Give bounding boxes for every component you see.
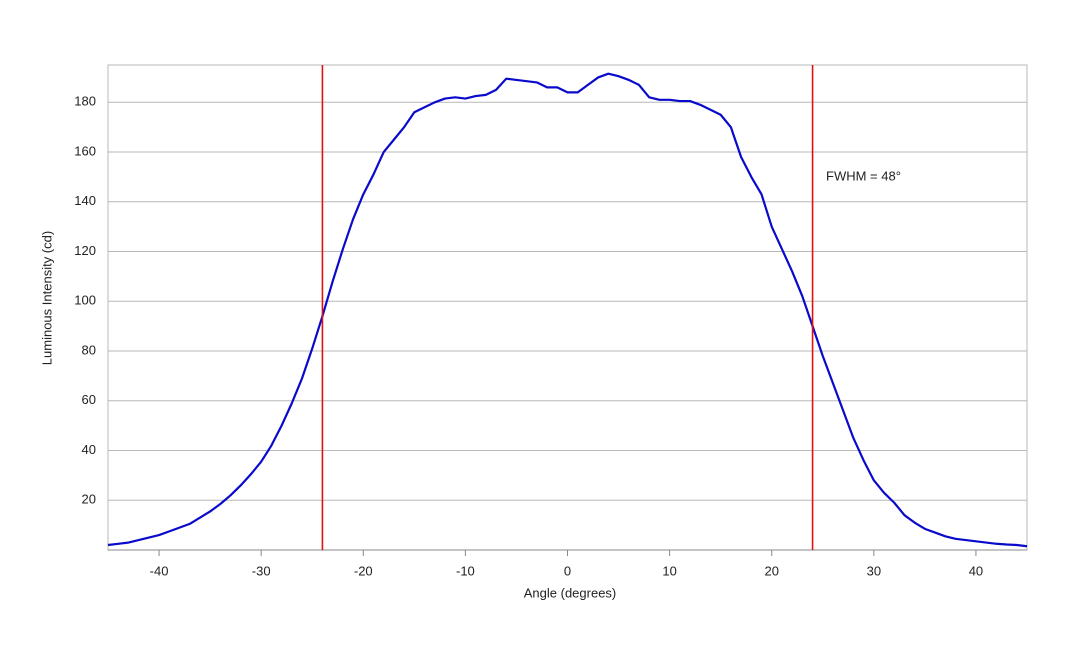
x-axis-label: Angle (degrees) [524, 585, 617, 600]
annotation: FWHM = 48° [826, 168, 901, 183]
x-tick-label: 20 [764, 563, 778, 578]
y-tick-label: 160 [74, 143, 96, 158]
plot-frame [107, 64, 1028, 551]
y-tick-label: 100 [74, 293, 96, 308]
y-axis-label: Luminous Intensity (cd) [39, 231, 54, 365]
y-tick-label: 120 [74, 243, 96, 258]
data-line [107, 72, 1028, 548]
y-tick-label: 140 [74, 193, 96, 208]
x-tick-label: -20 [354, 563, 373, 578]
y-tick-label: 40 [82, 442, 96, 457]
x-tick-label: 30 [867, 563, 881, 578]
y-tick-label: 20 [82, 492, 96, 507]
y-tick-label: 80 [82, 342, 96, 357]
x-tick-label: 10 [662, 563, 676, 578]
y-tick-label: 180 [74, 94, 96, 109]
x-tick-label: -10 [456, 563, 475, 578]
x-tick-label: 0 [564, 563, 571, 578]
x-tick-label: -40 [150, 563, 169, 578]
x-tick-label: -30 [252, 563, 271, 578]
x-tick-label: 40 [969, 563, 983, 578]
y-tick-label: 60 [82, 392, 96, 407]
